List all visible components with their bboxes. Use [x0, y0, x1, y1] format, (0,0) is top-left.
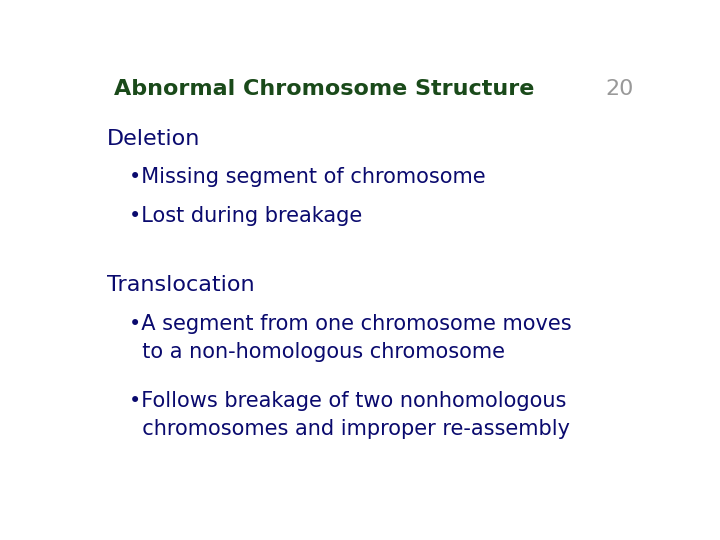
Text: •A segment from one chromosome moves
  to a non-homologous chromosome: •A segment from one chromosome moves to … — [129, 314, 572, 362]
Text: •Missing segment of chromosome: •Missing segment of chromosome — [129, 167, 486, 187]
Text: •Lost during breakage: •Lost during breakage — [129, 206, 362, 226]
Text: •Follows breakage of two nonhomologous
  chromosomes and improper re-assembly: •Follows breakage of two nonhomologous c… — [129, 391, 570, 439]
Text: 20: 20 — [606, 79, 634, 99]
Text: Deletion: Deletion — [107, 129, 200, 149]
Text: Abnormal Chromosome Structure: Abnormal Chromosome Structure — [114, 79, 534, 99]
Text: Translocation: Translocation — [107, 275, 254, 295]
